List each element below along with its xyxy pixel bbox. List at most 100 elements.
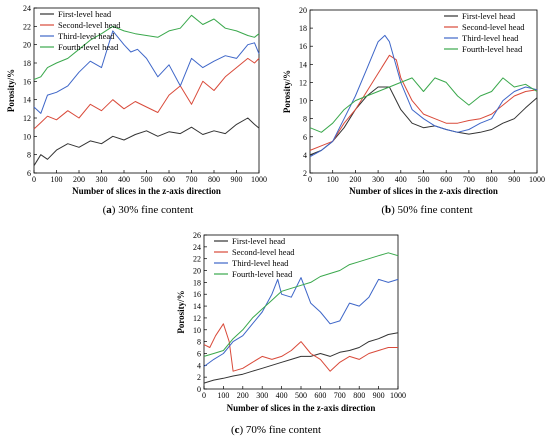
y-tick-label: 14 [23,96,31,105]
x-axis-label: Number of slices in the z-axis direction [227,403,376,413]
series-line-4 [203,252,399,357]
x-tick-label: 0 [32,175,36,184]
legend-entry: First-level head [462,11,516,21]
x-tick-label: 200 [349,175,361,184]
x-tick-label: 800 [208,175,220,184]
legend-entry: Second-level head [462,22,525,32]
x-tick-label: 800 [486,175,498,184]
panel-caption: (a) 30% fine content [103,204,194,216]
series-line-3 [203,277,399,367]
y-tick-label: 16 [193,290,201,299]
legend-entry: First-level head [58,9,112,19]
legend-entry: Third-level head [232,258,289,268]
x-tick-label: 500 [418,175,430,184]
y-tick-label: 16 [299,42,307,51]
y-axis-label: Porosity/% [282,70,292,113]
x-tick-label: 700 [463,175,475,184]
y-tick-label: 4 [303,151,307,160]
chart-panel-a: 0 100 200 300 400 500 600 700 800 900 1000 6 8 10 12 14… [6,4,267,216]
y-tick-label: 20 [193,267,201,276]
y-tick-label: 10 [193,326,201,335]
y-tick-label: 18 [23,59,31,68]
x-tick-label: 100 [327,175,339,184]
series-line-2 [203,323,398,372]
x-tick-label: 300 [256,391,268,400]
x-tick-label: 300 [372,175,384,184]
legend-entry: Fourth-level head [58,42,119,52]
legend-entry: First-level head [232,236,286,246]
series-line-2 [33,57,260,130]
y-tick-label: 8 [27,151,31,160]
chart-panel-b: 0 100 200 300 400 500 600 700 800 900 1000 2 4 6 8 10 12… [282,6,545,216]
series-line-4 [309,77,538,133]
legend-entry: Second-level head [58,20,121,30]
x-tick-label: 0 [308,175,312,184]
x-tick-label: 400 [395,175,407,184]
y-tick-label: 6 [27,169,31,178]
y-tick-label: 0 [197,385,201,394]
y-tick-label: 18 [299,24,307,33]
panel-caption: (b) 50% fine content [381,204,472,216]
x-tick-label: 100 [51,175,63,184]
y-tick-label: 20 [23,41,31,50]
y-tick-label: 12 [193,314,201,323]
x-axis-label: Number of slices in the z-axis direction [72,186,221,196]
series-line-3 [309,34,538,158]
x-tick-label: 900 [508,175,520,184]
series-line-2 [309,54,538,151]
x-tick-label: 1000 [251,175,267,184]
x-tick-label: 0 [202,391,206,400]
x-tick-label: 1000 [529,175,545,184]
y-tick-label: 8 [197,338,201,347]
y-tick-label: 22 [23,22,31,31]
x-tick-label: 400 [118,175,130,184]
x-tick-label: 500 [295,391,307,400]
y-tick-label: 4 [197,361,201,370]
y-tick-label: 2 [197,373,201,382]
x-tick-label: 200 [237,391,249,400]
y-axis-label: Porosity/% [176,290,186,333]
x-tick-label: 700 [334,391,346,400]
series-line-3 [33,30,260,114]
legend-entry: Third-level head [58,31,115,41]
x-tick-label: 200 [73,175,85,184]
x-tick-label: 500 [141,175,153,184]
y-tick-label: 12 [23,114,31,123]
x-tick-label: 300 [96,175,108,184]
x-tick-label: 600 [163,175,175,184]
y-tick-label: 22 [193,255,201,264]
x-tick-label: 900 [231,175,243,184]
panel-caption: (c) 70% fine content [231,424,321,436]
series-line-1 [33,117,260,166]
x-tick-label: 800 [353,391,365,400]
y-tick-label: 6 [303,133,307,142]
x-tick-label: 100 [217,391,229,400]
x-tick-label: 600 [440,175,452,184]
x-tick-label: 400 [276,391,288,400]
y-tick-label: 8 [303,115,307,124]
x-tick-label: 700 [186,175,198,184]
y-tick-label: 24 [193,243,201,252]
y-tick-label: 16 [23,77,31,86]
legend-entry: Second-level head [232,247,295,257]
x-tick-label: 900 [373,391,385,400]
y-tick-label: 18 [193,278,201,287]
legend-entry: Fourth-level head [462,44,523,54]
y-axis-label: Porosity/% [6,69,16,112]
x-axis-label: Number of slices in the z-axis direction [349,186,498,196]
y-tick-label: 20 [299,6,307,15]
y-tick-label: 6 [197,349,201,358]
series-line-1 [309,86,538,156]
series-line-1 [203,332,399,384]
y-tick-label: 10 [299,97,307,106]
series-line-4 [33,14,260,80]
x-tick-label: 1000 [390,391,406,400]
y-tick-label: 10 [23,132,31,141]
y-tick-label: 24 [23,4,31,13]
y-tick-label: 26 [193,231,201,240]
y-tick-label: 12 [299,78,307,87]
